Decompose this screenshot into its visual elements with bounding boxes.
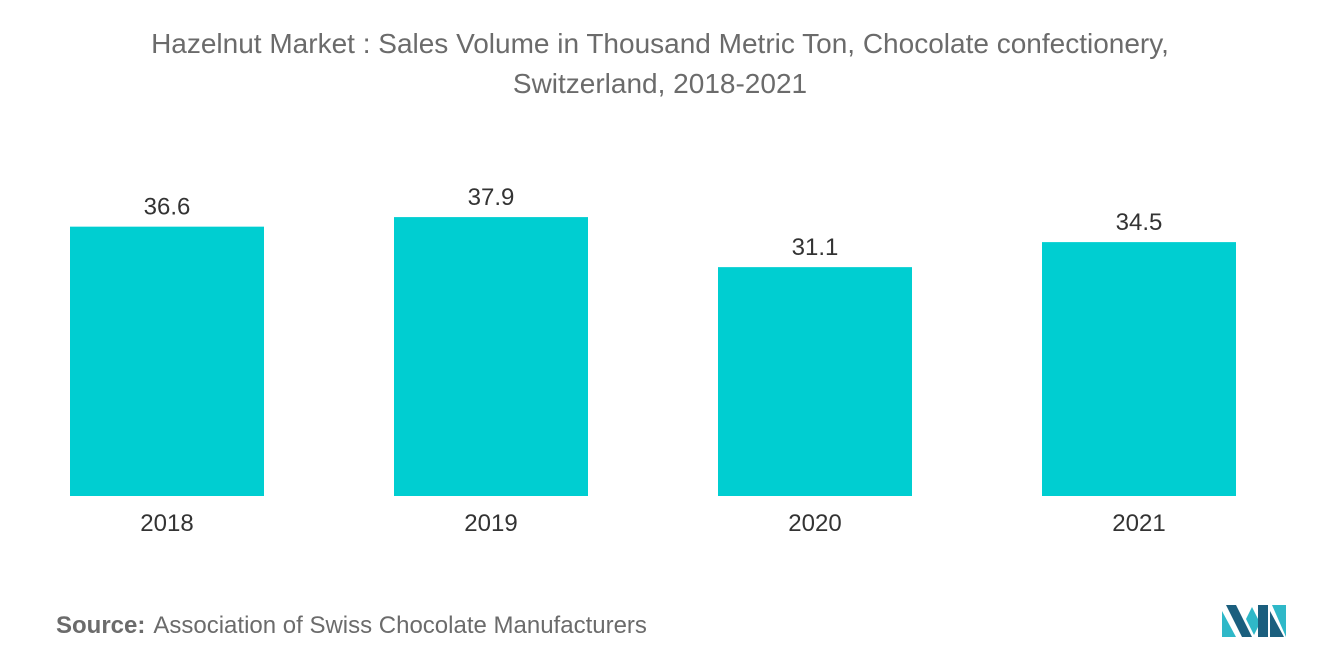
bar-2020 <box>718 267 912 496</box>
x-tick-label-2021: 2021 <box>1112 510 1165 537</box>
data-label-2020: 31.1 <box>792 234 839 261</box>
bar-2021 <box>1042 242 1236 496</box>
x-tick-label-2018: 2018 <box>140 510 193 537</box>
source-note: Source: Association of Swiss Chocolate Ma… <box>56 612 647 640</box>
data-label-2018: 36.6 <box>144 194 191 221</box>
x-tick-label-2020: 2020 <box>788 510 841 537</box>
source-label: Source: <box>56 612 146 639</box>
data-label-2021: 34.5 <box>1116 209 1163 236</box>
bar-2018 <box>70 226 264 496</box>
x-tick-label-2019: 2019 <box>464 510 517 537</box>
chart-title-line-1: Hazelnut Market : Sales Volume in Thousa… <box>151 28 1169 59</box>
chart-title-line-2: Switzerland, 2018-2021 <box>512 68 808 99</box>
chart-title: Hazelnut Market : Sales Volume in Thousa… <box>0 24 1320 104</box>
data-label-2019: 37.9 <box>468 184 515 211</box>
mordor-intelligence-logo-icon <box>1222 605 1286 637</box>
source-text: Association of Swiss Chocolate Manufactu… <box>153 612 647 639</box>
bar-2019 <box>394 217 588 496</box>
bar-chart: 36.6 2018 37.9 2019 31.1 2020 34.5 2021 <box>70 184 1236 537</box>
